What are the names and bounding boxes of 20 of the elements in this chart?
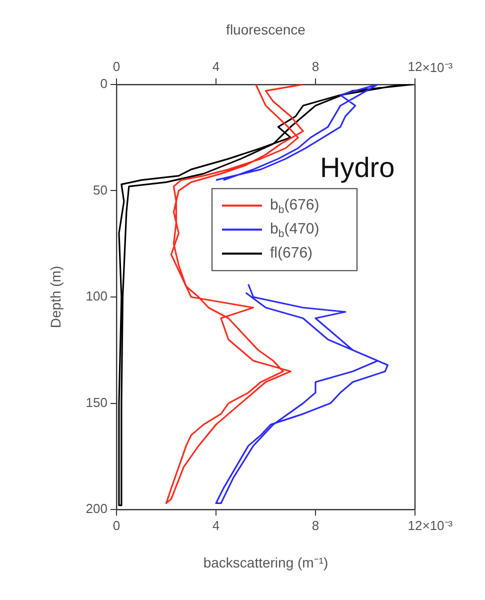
y-tick-label: 0 bbox=[100, 76, 108, 91]
y-tick-label: 50 bbox=[93, 182, 108, 198]
annotation: Hydro bbox=[320, 152, 395, 184]
x-tick-label: 4 bbox=[212, 518, 220, 533]
x2-tick-label: 8 bbox=[312, 59, 320, 74]
legend-label: fl(676) bbox=[270, 244, 313, 262]
x2-axis-title: fluorescence bbox=[226, 21, 306, 38]
text: ×10⁻³ bbox=[422, 518, 454, 534]
y-tick-label: 200 bbox=[86, 501, 108, 516]
x2-tick-label: 0 bbox=[112, 59, 120, 74]
y-tick-label: 150 bbox=[86, 394, 108, 410]
x2-tick-label: 4 bbox=[212, 59, 220, 74]
x-tick-label: 12 bbox=[408, 518, 422, 533]
x-tick-label: 0 bbox=[112, 518, 120, 533]
y-tick-label: 100 bbox=[86, 288, 108, 304]
y-axis-title: Depth (m) bbox=[47, 266, 64, 328]
text: ×10⁻³ bbox=[422, 60, 454, 75]
x-tick-label: 8 bbox=[312, 518, 320, 533]
x2-tick-label: 12 bbox=[408, 59, 422, 74]
x-axis-title: backscattering (m⁻¹) bbox=[203, 554, 328, 570]
